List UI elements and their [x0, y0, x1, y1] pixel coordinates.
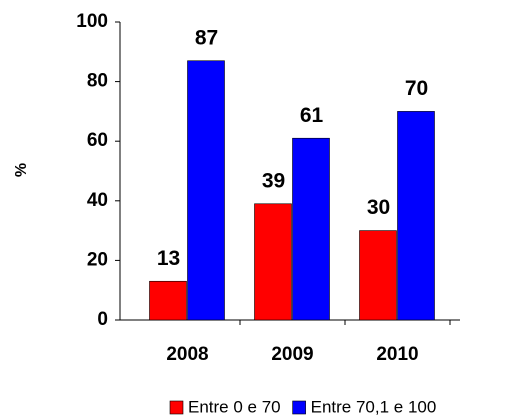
- bar: [149, 280, 187, 321]
- y-tick-label: 40: [87, 190, 108, 211]
- legend-swatch: [292, 400, 306, 415]
- bar: [359, 230, 397, 321]
- data-label: 61: [300, 104, 324, 127]
- y-tick-label: 20: [87, 249, 108, 270]
- x-tick-label: 2010: [376, 344, 418, 365]
- x-tick-label: 2009: [271, 344, 313, 365]
- data-label: 70: [405, 77, 428, 100]
- y-tick-label: 100: [76, 11, 108, 32]
- y-axis-label: %: [13, 163, 30, 177]
- y-tick-label: 80: [87, 71, 108, 92]
- legend-label: Entre 0 e 70: [188, 397, 281, 416]
- bar: [187, 60, 225, 321]
- x-tick-label: 2008: [166, 344, 208, 365]
- bar: [254, 203, 292, 321]
- data-label: 13: [157, 247, 180, 270]
- bar: [292, 137, 330, 321]
- data-label: 30: [367, 196, 390, 219]
- data-label: 87: [195, 26, 218, 49]
- y-tick-label: 0: [97, 309, 108, 330]
- legend-swatch: [169, 400, 184, 415]
- data-label: 39: [262, 169, 285, 192]
- bar: [397, 111, 435, 321]
- y-tick-label: 60: [87, 130, 108, 151]
- legend-label: Entre 70,1 e 100: [311, 397, 437, 416]
